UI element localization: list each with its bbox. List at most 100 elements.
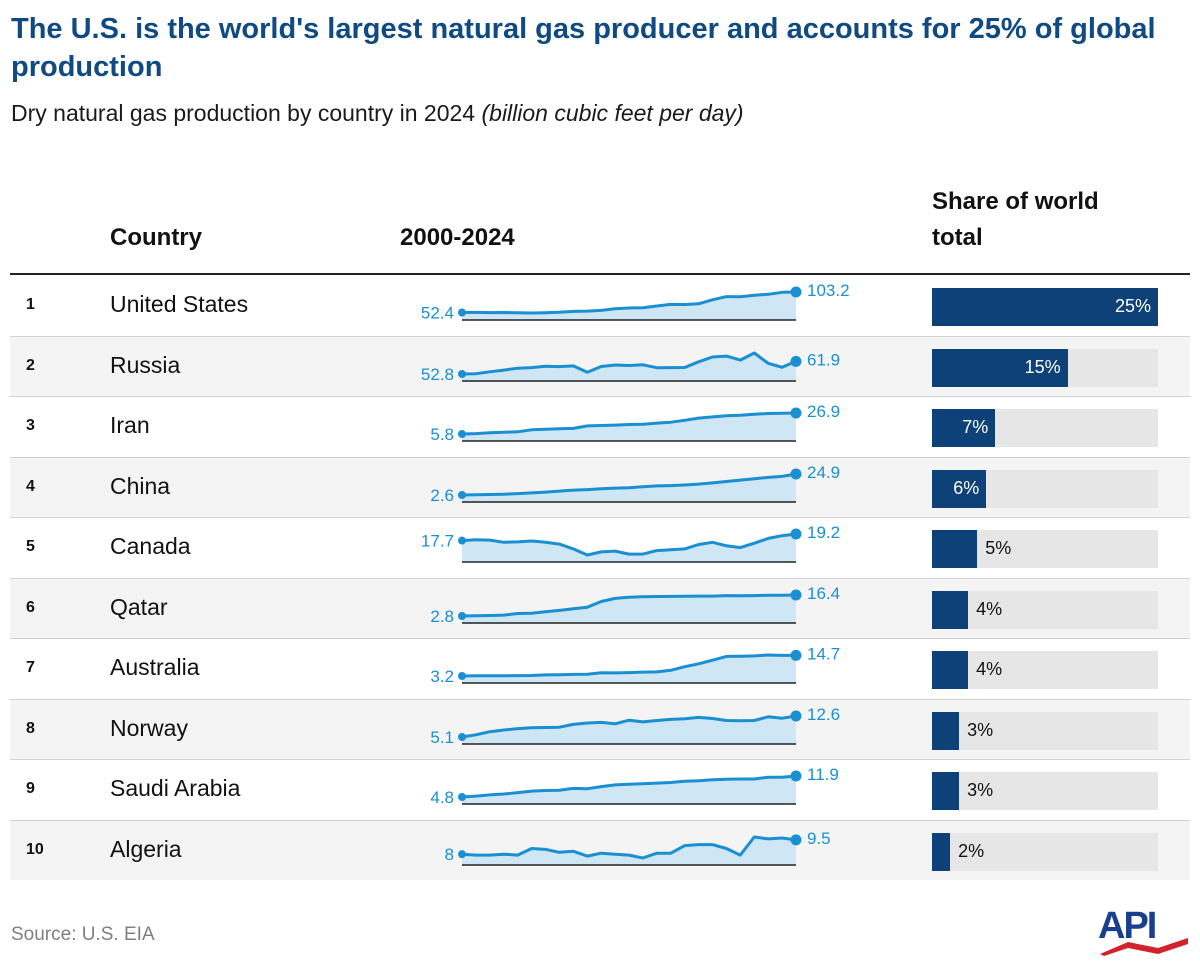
share-bar-track: 3% — [932, 772, 1158, 810]
share-label: 3% — [967, 719, 994, 740]
share-bar-track: 6% — [932, 469, 1158, 508]
sparkline: 52.4 103.2 — [421, 281, 850, 323]
sparkline-start-dot — [458, 672, 466, 680]
share-label: 3% — [967, 780, 994, 800]
table-row: 6 Qatar 2.8 16.4 4% — [10, 578, 1190, 639]
sparkline: 5.8 26.9 — [430, 402, 840, 444]
sparkline-start-dot — [458, 611, 466, 620]
share-bar-track: 25% — [932, 288, 1158, 326]
row-rank: 5 — [26, 538, 35, 555]
sparkline-line — [461, 411, 797, 436]
table-row: 3 Iran 5.8 26.9 7% — [10, 397, 1190, 458]
header-rule — [10, 273, 1190, 275]
share-bar-track: 4% — [932, 651, 1158, 689]
sparkline-start-label: 2.6 — [430, 486, 454, 505]
share-bar — [932, 348, 1068, 387]
row-rank: 4 — [26, 477, 35, 495]
share-bar-track: 2% — [932, 832, 1158, 871]
sparkline-line — [461, 714, 797, 738]
row-rank: 9 — [26, 780, 35, 797]
sparkline-start-dot — [458, 490, 466, 499]
sparkline-line — [461, 653, 796, 678]
row-rank: 7 — [26, 659, 35, 676]
sparkline-start-label: 3.2 — [430, 667, 454, 686]
sparkline-start-dot — [458, 430, 466, 438]
chart-title: The U.S. is the world's largest natural … — [11, 13, 1156, 83]
sparkline-start-label: 52.8 — [421, 365, 454, 384]
share-bar — [932, 288, 1158, 326]
share-bar-track: 7% — [932, 409, 1158, 447]
row-country: Saudi Arabia — [110, 775, 241, 801]
sparkline-start-dot — [458, 793, 466, 801]
share-bar — [932, 651, 969, 689]
subtitle-main: Dry natural gas production by country in… — [11, 100, 482, 126]
sparkline: 4.8 11.9 — [430, 765, 838, 807]
chart-subtitle: Dry natural gas production by country in… — [11, 100, 744, 127]
sparkline-end-label: 24.9 — [807, 463, 840, 482]
sparkline-line — [461, 774, 797, 799]
sparkline-area — [462, 776, 796, 804]
sparkline-end-label: 61.9 — [807, 350, 840, 369]
sparkline-end-label: 19.2 — [807, 523, 840, 542]
sparkline-end-dot — [790, 649, 802, 661]
sparkline-end-dot — [790, 833, 802, 845]
sparkline: 52.8 61.9 — [421, 350, 840, 384]
sparkline-end-label: 14.7 — [807, 644, 840, 663]
share-label: 2% — [958, 840, 985, 861]
sparkline-end-dot — [790, 589, 802, 600]
row-country: Russia — [110, 351, 181, 378]
api-logo: API — [1098, 905, 1188, 956]
sparkline-start-dot — [458, 369, 466, 378]
sparkline-line — [461, 351, 797, 375]
share-bar-track: 4% — [932, 590, 1158, 629]
sparkline-line — [461, 472, 797, 496]
sparkline-area — [462, 413, 796, 441]
row-rank: 6 — [26, 598, 35, 616]
sparkline: 5.1 12.6 — [430, 705, 840, 747]
sparkline-end-dot — [790, 286, 802, 298]
share-bar — [932, 590, 969, 629]
row-country: China — [110, 472, 171, 499]
share-label: 6% — [953, 477, 980, 498]
share-bar-track: 5% — [932, 530, 1158, 568]
sparkline-area — [462, 655, 796, 683]
sparkline: 89.5 — [445, 828, 831, 866]
sparkline-start-label: 2.8 — [430, 607, 454, 626]
table-row: 1 United States 52.4 103.2 25% — [10, 276, 1190, 337]
share-bar-track: 3% — [932, 711, 1158, 750]
sparkline-area — [462, 594, 796, 623]
row-country: Canada — [110, 533, 191, 559]
column-header-range: 2000-2024 — [400, 224, 515, 251]
sparkline-end-dot — [790, 710, 802, 721]
sparkline: 2.6 24.9 — [430, 463, 840, 505]
row-country: Norway — [110, 714, 188, 741]
sparkline-start-dot — [458, 308, 466, 317]
share-bar — [932, 530, 978, 568]
sparkline-line — [461, 532, 797, 557]
share-bar — [932, 711, 960, 750]
source-note: Source: U.S. EIA — [11, 924, 155, 945]
sparkline-area — [462, 715, 796, 744]
sparkline: 17.7 19.2 — [421, 523, 840, 563]
sparkline-end-label: 12.6 — [807, 705, 840, 724]
sparkline-start-label: 5.8 — [430, 425, 454, 444]
table-row: 8 Norway 5.1 12.6 3% — [10, 699, 1190, 760]
sparkline-end-dot — [790, 528, 802, 540]
sparkline-start-label: 8 — [445, 845, 454, 864]
sparkline-end-label: 103.2 — [807, 281, 850, 300]
sparkline-start-label: 5.1 — [430, 728, 454, 747]
sparkline-start-label: 17.7 — [421, 532, 454, 551]
row-country: Iran — [110, 412, 150, 438]
sparkline: 2.8 16.4 — [430, 584, 840, 626]
sparkline: 3.2 14.7 — [430, 644, 840, 686]
column-header-share: Share of world total — [932, 188, 1099, 251]
column-header-country: Country — [110, 224, 202, 251]
table-row: 5 Canada 17.7 19.2 5% — [10, 518, 1190, 579]
logo-text: API — [1098, 905, 1156, 947]
sparkline-start-dot — [458, 849, 466, 858]
table-row: 7 Australia 3.2 14.7 4% — [10, 639, 1190, 700]
share-label: 4% — [976, 659, 1003, 679]
sparkline-end-dot — [790, 770, 802, 782]
subtitle-unit: (billion cubic feet per day) — [481, 100, 744, 126]
share-label: 25% — [1114, 296, 1151, 316]
